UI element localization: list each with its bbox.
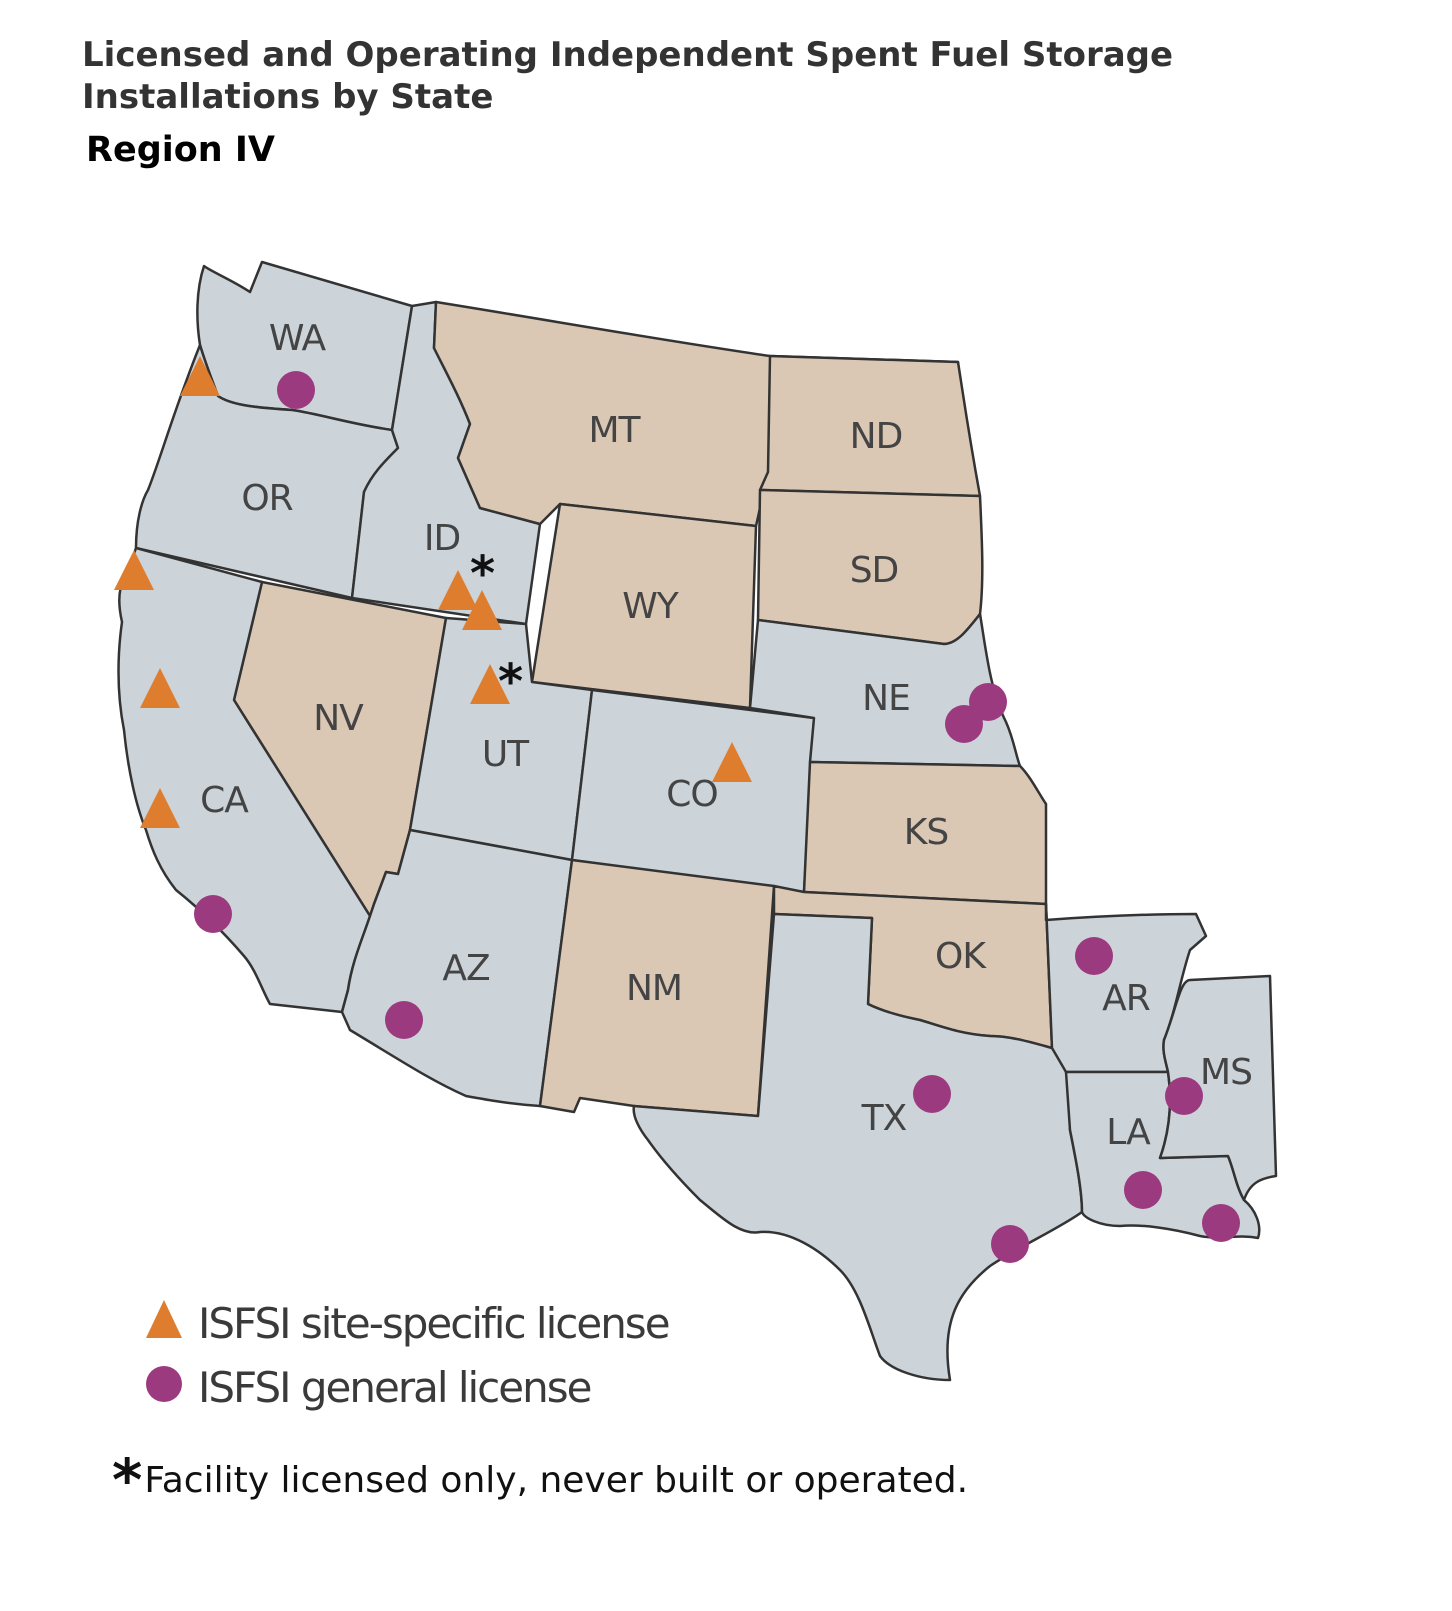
legend-site-specific-icon bbox=[146, 1300, 182, 1338]
site-specific-marker-id-1 bbox=[438, 570, 478, 610]
legend-site-specific-label: ISFSI site-specific license bbox=[198, 1299, 669, 1348]
state-label-ok: OK bbox=[935, 936, 987, 977]
general-marker-tx-south bbox=[991, 1225, 1029, 1263]
general-marker-az bbox=[385, 1001, 423, 1039]
state-ca bbox=[117, 546, 372, 1014]
site-specific-marker-ca-central bbox=[140, 668, 180, 708]
state-label-tx: TX bbox=[861, 1098, 907, 1139]
state-label-ne: NE bbox=[862, 678, 910, 719]
footnote: *Facility licensed only, never built or … bbox=[112, 1438, 969, 1514]
site-specific-marker-co bbox=[712, 742, 752, 782]
footnote-symbol: * bbox=[112, 1446, 143, 1514]
state-label-wa: WA bbox=[269, 318, 327, 359]
legend-general-label: ISFSI general license bbox=[198, 1363, 591, 1412]
state-label-ca: CA bbox=[200, 780, 249, 821]
state-ms bbox=[1158, 974, 1278, 1202]
general-marker-ca bbox=[194, 895, 232, 933]
state-label-co: CO bbox=[666, 774, 717, 815]
state-label-nv: NV bbox=[313, 698, 364, 739]
state-label-sd: SD bbox=[850, 550, 899, 591]
map-title-line-2: Installations by State bbox=[82, 77, 494, 117]
general-marker-tx-north bbox=[913, 1075, 951, 1113]
state-ks bbox=[802, 760, 1048, 906]
state-label-az: AZ bbox=[442, 948, 490, 989]
site-specific-marker-ut bbox=[470, 664, 510, 704]
map-title-line-1: Licensed and Operating Independent Spent… bbox=[82, 35, 1174, 75]
state-nm bbox=[538, 858, 776, 1118]
licensed-only-asterisk-ut: * bbox=[498, 654, 523, 710]
general-marker-la-1 bbox=[1124, 1171, 1162, 1209]
general-marker-ne-2 bbox=[969, 683, 1007, 721]
state-label-id: ID bbox=[424, 518, 460, 559]
site-specific-marker-ca-north bbox=[114, 550, 154, 590]
state-label-nm: NM bbox=[626, 968, 682, 1009]
region-heading: Region IV bbox=[86, 130, 275, 170]
general-marker-ms bbox=[1165, 1077, 1203, 1115]
state-label-la: LA bbox=[1106, 1112, 1151, 1153]
state-label-mt: MT bbox=[588, 410, 641, 451]
site-specific-marker-id-2 bbox=[462, 590, 502, 630]
legend: ISFSI site-specific license ISFSI genera… bbox=[146, 1299, 671, 1412]
state-label-ks: KS bbox=[904, 812, 948, 853]
site-specific-marker-ca-south bbox=[140, 788, 180, 828]
licensed-only-asterisk-id: * bbox=[470, 546, 495, 602]
general-marker-la-2 bbox=[1202, 1204, 1240, 1242]
general-marker-ne-1 bbox=[945, 705, 983, 743]
footnote-text: Facility licensed only, never built or o… bbox=[144, 1460, 969, 1501]
general-marker-ar bbox=[1075, 937, 1113, 975]
map-title: Licensed and Operating Independent Spent… bbox=[82, 34, 1282, 118]
state-label-or: OR bbox=[241, 478, 292, 519]
state-label-wy: WY bbox=[622, 586, 680, 627]
state-label-ut: UT bbox=[482, 734, 530, 775]
site-specific-marker-wa bbox=[180, 356, 220, 396]
legend-general-icon bbox=[146, 1366, 182, 1402]
state-label-nd: ND bbox=[850, 416, 903, 457]
state-tx bbox=[632, 912, 1084, 1382]
general-marker-wa bbox=[277, 371, 315, 409]
state-label-ms: MS bbox=[1200, 1052, 1252, 1093]
state-label-ar: AR bbox=[1102, 978, 1150, 1019]
